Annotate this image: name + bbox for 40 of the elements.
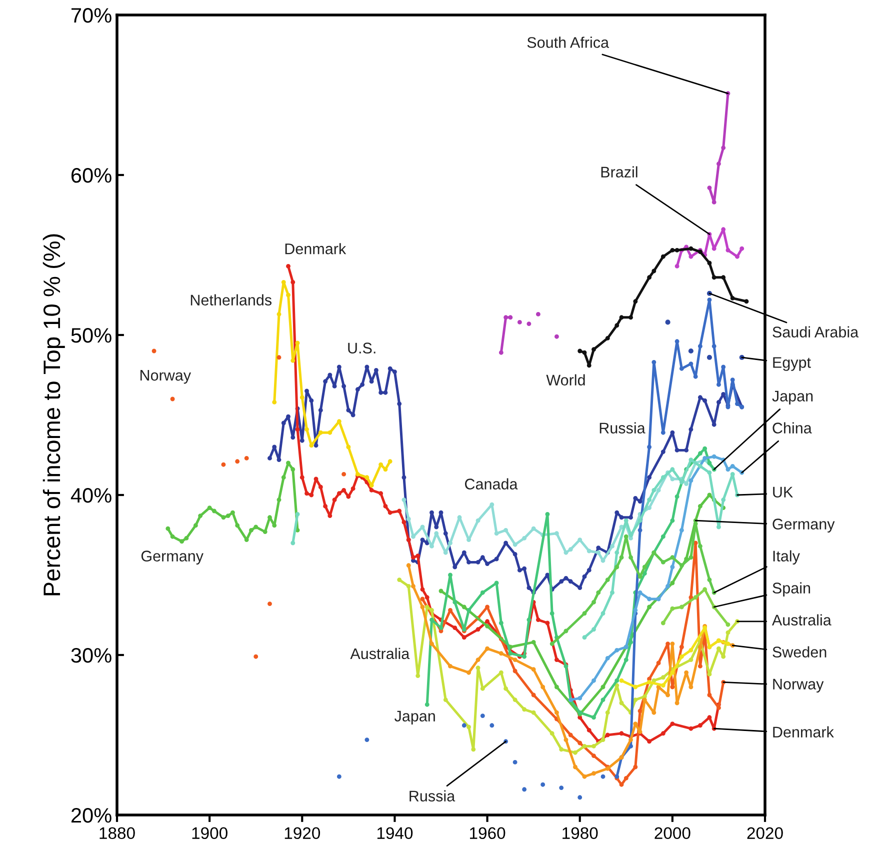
annotation: Australia: [772, 614, 832, 626]
annotation: Russia: [410, 790, 456, 802]
annotation: World: [546, 374, 585, 386]
annotation: Japan: [394, 710, 435, 725]
x-tick-label: 1980: [562, 827, 598, 840]
annotation: Denmark: [285, 243, 346, 254]
annotation: Russia: [600, 422, 646, 434]
y-tick-label: 70%: [72, 8, 112, 23]
annotation: UK: [773, 486, 793, 498]
annotation: Saudi Arabia: [772, 326, 859, 338]
annotation: Norway: [773, 678, 824, 693]
annotation: South Africa: [527, 36, 610, 48]
y-tick-label: 60%: [72, 168, 112, 183]
x-tick-label: 1880: [100, 827, 135, 840]
annotation: Egypt: [773, 357, 811, 371]
x-tick-label: 2020: [747, 827, 783, 840]
annotation: Germany: [772, 518, 835, 533]
annotation: Denmark: [773, 726, 834, 738]
annotation: U.S.: [348, 342, 376, 354]
annotation: Norway: [140, 370, 192, 384]
x-tick-label: 1900: [192, 827, 228, 840]
y-tick-label: 30%: [71, 648, 112, 663]
annotation: Germany: [141, 550, 204, 565]
x-tick-label: 1960: [470, 827, 506, 840]
y-tick-label: 50%: [71, 328, 112, 343]
x-tick-label: 1940: [377, 827, 413, 840]
y-tick-label: 40%: [70, 488, 112, 503]
annotation: Brazil: [601, 166, 638, 178]
annotation: Australia: [350, 648, 410, 660]
annotation: Sweden: [772, 646, 826, 658]
annotation: Spain: [772, 582, 810, 597]
y-axis-title: Percent of income to Top 10 % (%): [42, 234, 65, 596]
x-tick-label: 1920: [284, 827, 320, 840]
annotation: Italy: [773, 550, 800, 565]
annotation: Japan: [772, 390, 813, 405]
annotation: Netherlands: [190, 294, 272, 306]
annotation: China: [772, 422, 812, 434]
y-tick-label: 20%: [71, 808, 112, 823]
x-tick-label: 2000: [654, 827, 690, 840]
annotation: Canada: [465, 478, 518, 490]
